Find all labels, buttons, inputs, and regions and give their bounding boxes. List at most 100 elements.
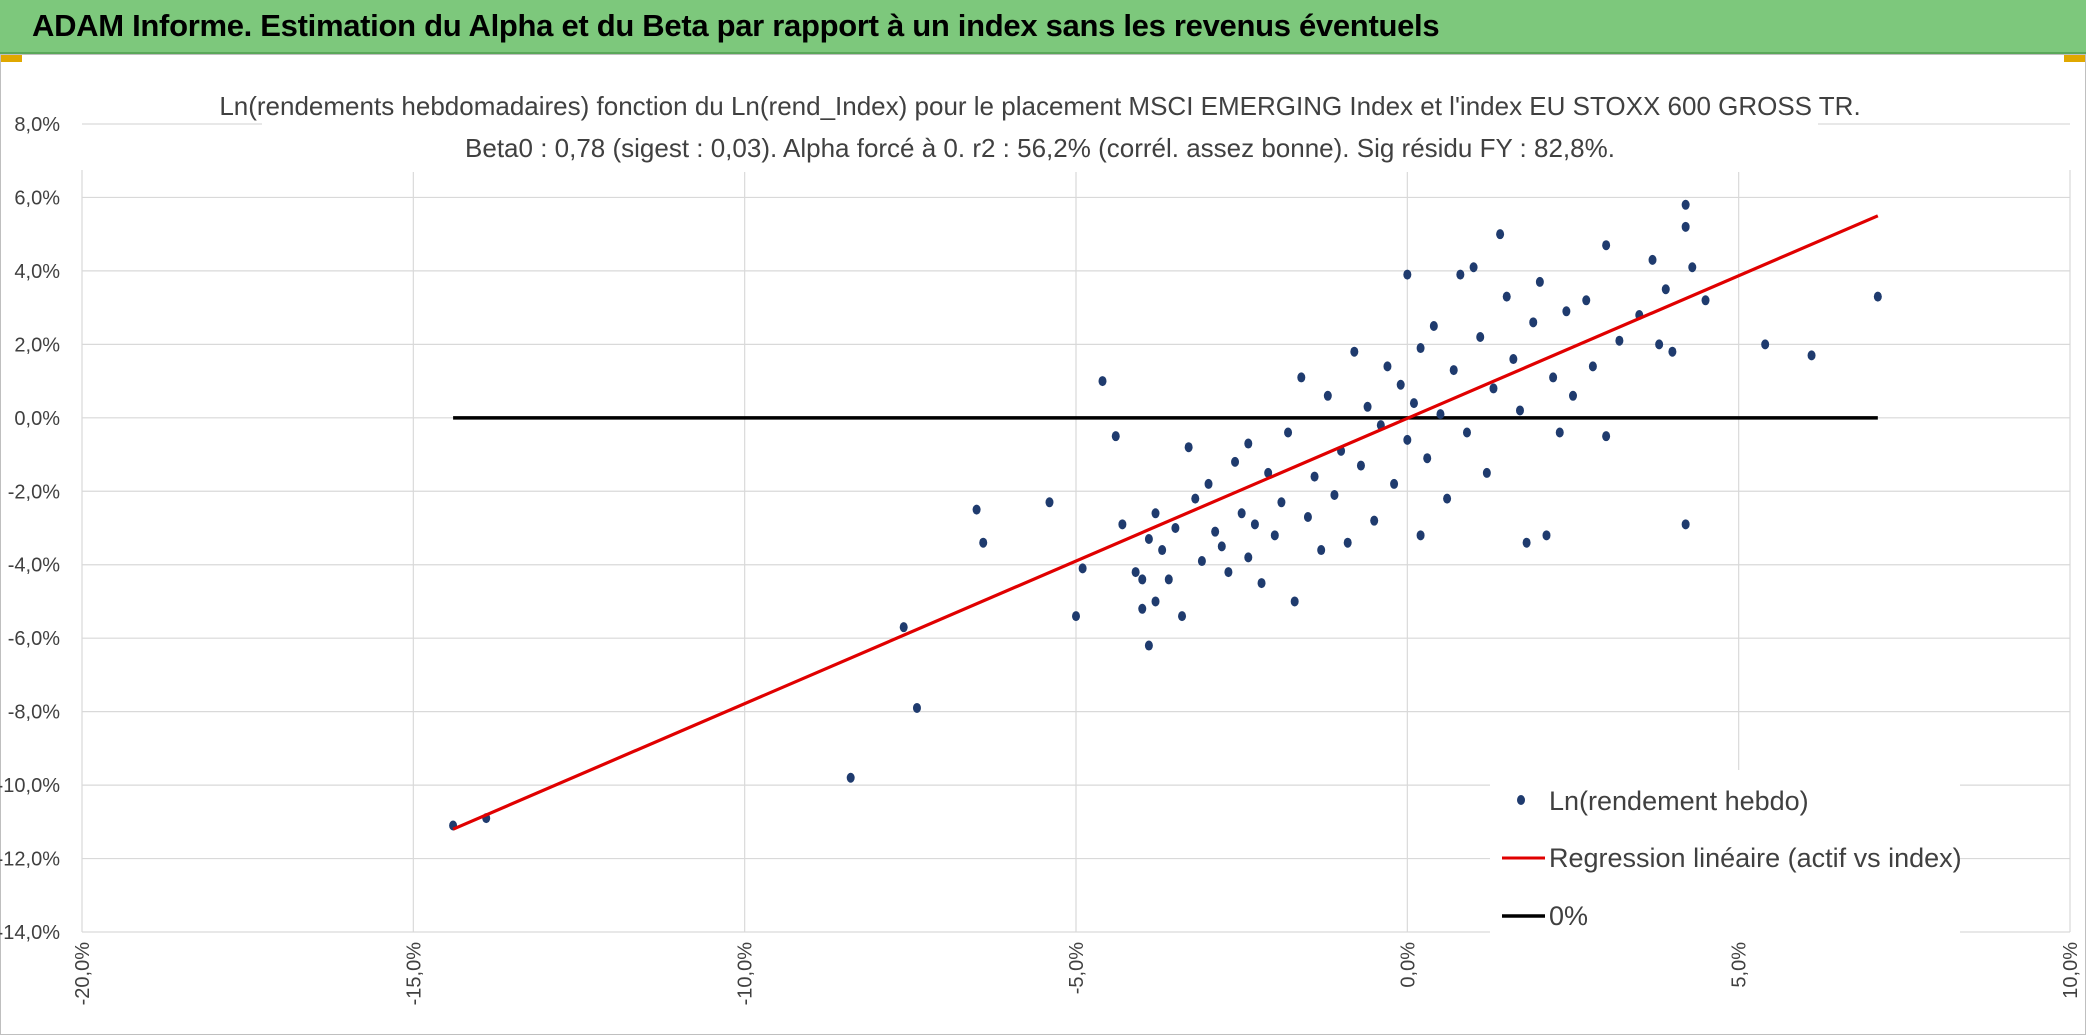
y-tick-label: 8,0% (14, 114, 60, 136)
y-tick-label: -10,0% (0, 775, 60, 797)
title-background (262, 82, 1818, 172)
scatter-point (1416, 343, 1425, 354)
scatter-point (1178, 611, 1187, 622)
scatter-point (1502, 291, 1511, 302)
scatter-point (1681, 221, 1690, 232)
header-banner: ADAM Informe. Estimation du Alpha et du … (0, 0, 2086, 54)
scatter-point (1449, 365, 1458, 376)
scatter-point (1522, 537, 1531, 548)
scatter-point (1151, 596, 1160, 607)
scatter-point (1602, 240, 1611, 251)
scatter-point (1356, 460, 1365, 471)
scatter-point (1582, 295, 1591, 306)
legend-label-zero: 0% (1549, 901, 1588, 931)
scatter-point (1330, 489, 1339, 500)
scatter-point (1270, 530, 1279, 541)
scatter-point (1310, 471, 1319, 482)
scatter-point (1118, 519, 1127, 530)
scatter-point (1164, 574, 1173, 585)
scatter-point (1443, 493, 1452, 504)
scatter-point (1370, 515, 1379, 526)
scatter-point (1098, 376, 1107, 387)
legend-marker-scatter (1517, 795, 1525, 805)
scatter-point (1191, 493, 1200, 504)
scatter-point (1297, 372, 1306, 383)
scatter-point (1515, 405, 1524, 416)
scatter-point (1462, 427, 1471, 438)
scatter-point (1363, 401, 1372, 412)
scatter-point (1535, 276, 1544, 287)
scatter-point (1045, 497, 1054, 508)
corner-marker-left (0, 54, 22, 62)
scatter-point (846, 772, 855, 783)
scatter-point (1290, 596, 1299, 607)
x-tick-label: -20,0% (72, 942, 94, 1006)
scatter-point (1509, 354, 1518, 365)
scatter-point (912, 702, 921, 713)
scatter-point (1661, 284, 1670, 295)
scatter-point (1144, 640, 1153, 651)
scatter-point (1476, 332, 1485, 343)
scatter-point (1323, 390, 1332, 401)
x-tick-label: -10,0% (735, 942, 757, 1006)
scatter-point (1343, 537, 1352, 548)
legend-label-regression: Regression linéaire (actif vs index) (1549, 843, 1962, 873)
scatter-point (1111, 431, 1120, 442)
chart-title-line-1: Ln(rendements hebdomadaires) fonction du… (219, 91, 1860, 121)
scatter-point (1303, 511, 1312, 522)
scatter-point (1569, 390, 1577, 401)
scatter-point (1409, 398, 1418, 409)
y-axis-ticks: 8,0% 6,0% 4,0% 2,0% 0,0% -2,0% -4,0% -6,0% -8,0%… (0, 114, 60, 944)
chart-title-line-2: Beta0 : 0,78 (sigest : 0,03). Alpha forc… (465, 133, 1615, 163)
scatter-point (1138, 603, 1147, 614)
scatter-point (1873, 291, 1882, 302)
x-axis-ticks: -20,0% -15,0% -10,0% -5,0% 0,0% 5,0% 10,0% (72, 942, 2082, 1006)
legend-background (1490, 770, 1960, 940)
scatter-point (1456, 269, 1465, 280)
scatter-point (1681, 519, 1690, 530)
scatter-point (1423, 453, 1432, 464)
scatter-point (1250, 519, 1259, 530)
y-tick-label: 2,0% (14, 334, 60, 356)
scatter-point (1244, 552, 1253, 563)
x-tick-label: -15,0% (403, 942, 425, 1006)
legend: Ln(rendement hebdo) Regression linéaire … (1490, 770, 1962, 940)
y-tick-label: -12,0% (0, 849, 60, 871)
x-tick-label: 10,0% (2060, 942, 2082, 999)
scatter-point (1496, 229, 1505, 240)
scatter-point (1284, 427, 1293, 438)
scatter-point (1549, 372, 1558, 383)
scatter-point (899, 622, 908, 633)
scatter-point (1197, 556, 1206, 567)
scatter-point (1138, 574, 1147, 585)
y-tick-label: -8,0% (8, 702, 60, 724)
y-tick-label: -2,0% (8, 481, 60, 503)
scatter-point (1688, 262, 1697, 273)
y-tick-label: 4,0% (14, 261, 60, 283)
scatter-point (1615, 335, 1624, 346)
scatter-point (1429, 321, 1438, 331)
scatter-point (1529, 317, 1538, 328)
points-layer (449, 199, 1882, 831)
y-tick-label: -6,0% (8, 628, 60, 650)
scatter-point (1761, 339, 1770, 350)
scatter-point (1396, 379, 1405, 390)
scatter-point (1681, 199, 1690, 210)
y-tick-label: 6,0% (14, 187, 60, 209)
scatter-point (1171, 523, 1180, 533)
scatter-point (1390, 478, 1399, 489)
regression-layer (452, 214, 1879, 831)
scatter-point (1078, 563, 1087, 574)
scatter-point (1237, 508, 1246, 519)
scatter-point (1144, 534, 1153, 545)
scatter-point (1416, 530, 1425, 541)
scatter-point (1648, 254, 1657, 265)
scatter-point (1403, 269, 1412, 280)
scatter-point (1482, 467, 1491, 478)
scatter-point (972, 504, 981, 515)
x-tick-label: -5,0% (1066, 942, 1088, 994)
scatter-point (1469, 262, 1478, 273)
scatter-point (1211, 526, 1220, 537)
scatter-point (1489, 383, 1498, 394)
